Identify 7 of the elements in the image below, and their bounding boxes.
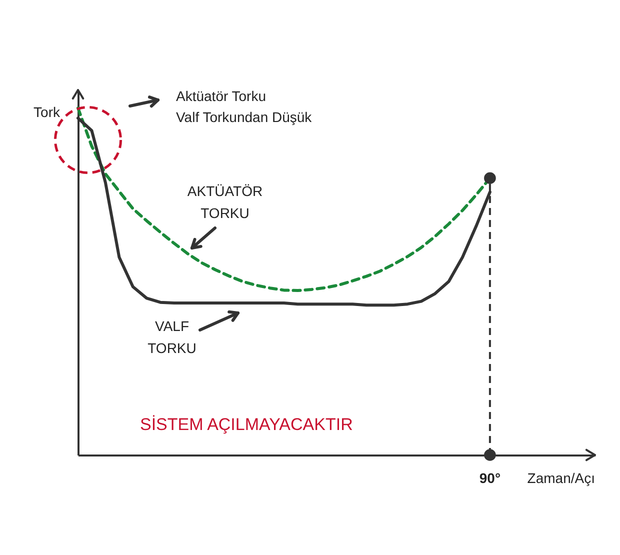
text: 90°	[479, 470, 501, 486]
x-axis-title: Zaman/Açı	[527, 470, 595, 486]
annotation: SİSTEM AÇILMAYACAKTIR	[140, 415, 353, 434]
series-label: AKTÜATÖR TORKU	[187, 183, 263, 221]
legend-label: VALF TORKU	[148, 318, 196, 356]
annotation: Aktüatör Torku Valf Torkundan Düşük	[176, 88, 313, 125]
y-axis-title: Tork	[34, 104, 61, 120]
